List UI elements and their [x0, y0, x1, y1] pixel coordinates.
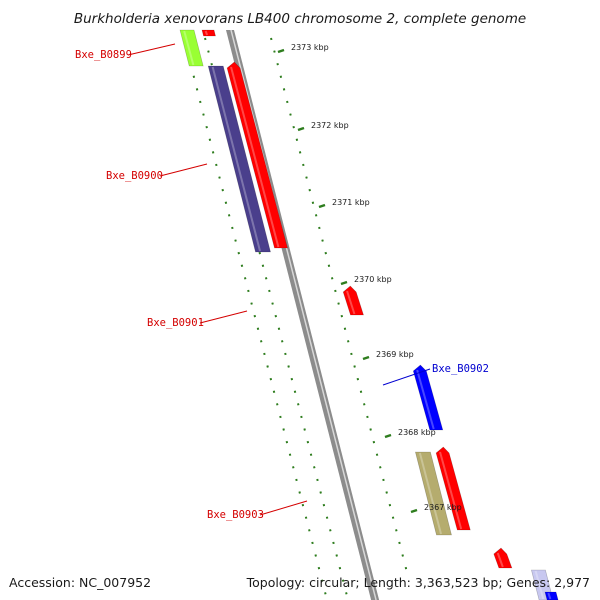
- gene-label-leader: [199, 310, 248, 324]
- feature-cds-11: [544, 591, 559, 600]
- gene-label: Bxe_B0899: [75, 49, 132, 61]
- gene-labels: Bxe_B0899 Bxe_B0900 Bxe_B0901 Bxe_B0902 Bxe_…: [75, 43, 489, 521]
- feature-shine-1: [183, 30, 195, 66]
- kbp-tick-mark: [297, 126, 305, 132]
- kbp-tick-label: 2368 kbp: [398, 428, 436, 437]
- kbp-tick-mark: [410, 508, 418, 514]
- feature-shine-10: [534, 570, 545, 600]
- dotted-guides: [183, 37, 409, 600]
- gene-label: Bxe_B0902: [432, 363, 489, 375]
- gene-label: Bxe_B0900: [106, 170, 163, 182]
- feature-shine-5: [346, 290, 356, 315]
- feature-cds-4: [226, 61, 288, 249]
- feature-cds-8: [435, 446, 471, 531]
- accession-text: Accession: NC_007952: [9, 575, 151, 590]
- kbp-tick-label: 2371 kbp: [332, 198, 370, 207]
- kbp-scale: 2373 kbp 2372 kbp 2371 kbp 2370 kbp 2369 kbp…: [277, 43, 462, 514]
- gene-label: Bxe_B0903: [207, 509, 264, 521]
- feature-cds-9: [493, 547, 513, 569]
- kbp-tick-label: 2367 kbp: [424, 503, 462, 512]
- genome-summary-text: Topology: circular; Length: 3,363,523 bp…: [246, 575, 590, 590]
- gene-label-leader: [127, 43, 176, 56]
- kbp-tick-mark: [318, 203, 326, 209]
- map-title: Burkholderia xenovorans LB400 chromosome…: [74, 11, 526, 27]
- kbp-tick-label: 2372 kbp: [311, 121, 349, 130]
- feature-shine-2: [204, 30, 209, 36]
- kbp-tick-mark: [340, 280, 348, 286]
- feature-shine-7: [418, 452, 442, 535]
- feature-cds-5: [342, 285, 364, 316]
- dotted-guide-2: [204, 37, 348, 597]
- gene-label-leader: [259, 500, 308, 516]
- kbp-tick-mark: [384, 433, 392, 439]
- feature-track: [179, 29, 559, 600]
- kbp-tick-label: 2373 kbp: [291, 43, 329, 52]
- feature-shine-9: [496, 552, 504, 568]
- dotted-guide-3: [270, 37, 409, 575]
- kbp-tick-mark: [362, 355, 370, 361]
- feature-shine-4: [230, 66, 280, 248]
- feature-gene-7: [415, 451, 452, 536]
- feature-shine-8: [439, 451, 463, 530]
- kbp-tick-mark: [277, 48, 285, 54]
- feature-gene-1: [179, 29, 204, 67]
- feature-shine-3: [211, 66, 261, 252]
- feature-shine-6: [416, 369, 435, 430]
- feature-cds-6: [412, 364, 444, 431]
- feature-gene-3: [207, 65, 271, 253]
- gene-label-leader: [159, 163, 208, 177]
- kbp-tick-label: 2369 kbp: [376, 350, 414, 359]
- gene-label: Bxe_B0901: [147, 317, 204, 329]
- feature-cds-2: [201, 29, 216, 37]
- feature-shine-11: [547, 592, 552, 600]
- kbp-tick-label: 2370 kbp: [354, 275, 392, 284]
- backbone-highlight: [230, 29, 377, 600]
- gene-label-leader: [382, 368, 431, 386]
